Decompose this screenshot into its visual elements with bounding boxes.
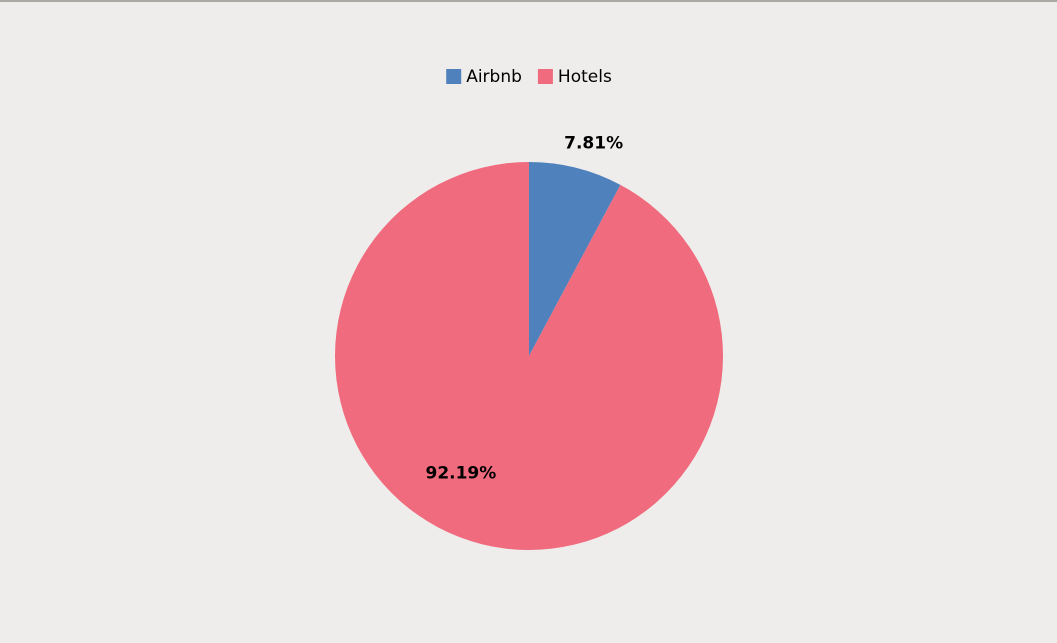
legend-label: Airbnb <box>466 67 522 87</box>
pie-slice <box>334 162 723 550</box>
value-label: 92.19% <box>425 463 496 483</box>
legend-swatch <box>537 69 553 84</box>
legend-swatch <box>446 69 462 84</box>
pie-slice <box>529 162 621 356</box>
legend-label: Hotels <box>558 67 612 87</box>
value-label: 7.81% <box>564 134 623 154</box>
